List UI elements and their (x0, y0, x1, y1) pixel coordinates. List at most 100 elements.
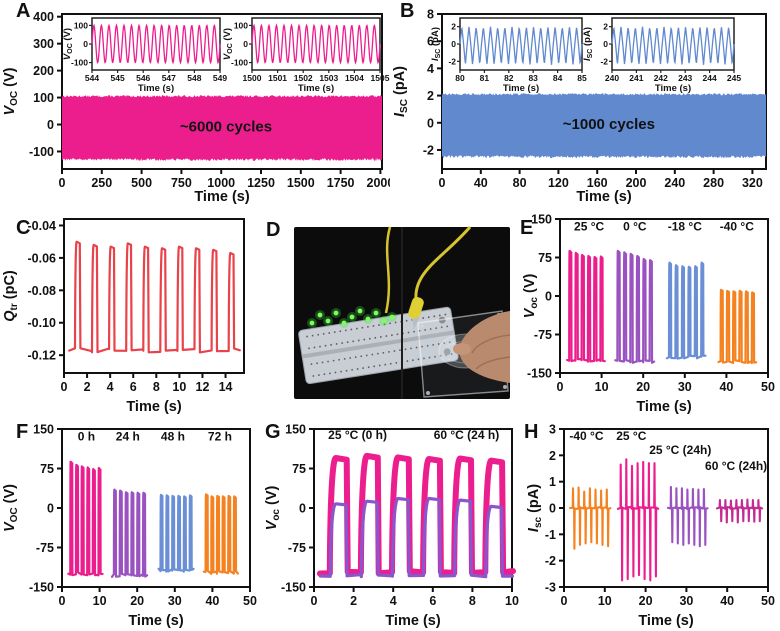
svg-text:750: 750 (171, 176, 192, 190)
svg-text:-75: -75 (288, 541, 306, 555)
svg-text:20: 20 (130, 594, 144, 608)
svg-text:1750: 1750 (327, 176, 355, 190)
svg-text:-0.06: -0.06 (28, 251, 57, 265)
panel-G-letter: G (265, 421, 281, 443)
panel-C-x-axis-title: Time (s) (126, 399, 182, 415)
panel-E-series-2: 0 °C (614, 219, 656, 364)
svg-text:1503: 1503 (319, 73, 338, 83)
panel-G-x-axis-title: Time (s) (385, 613, 441, 629)
svg-text:0: 0 (61, 380, 68, 394)
panel-F-group-label-3: 48 h (161, 430, 185, 444)
svg-text:82: 82 (504, 73, 514, 83)
panel-F-series-3: 48 h (157, 430, 195, 573)
svg-text:240: 240 (664, 176, 685, 190)
svg-text:1505: 1505 (371, 73, 390, 83)
panel-H-series-3: 25 °C (24h) (649, 443, 711, 548)
svg-text:3: 3 (549, 423, 556, 437)
panel-C-series-1 (68, 240, 241, 354)
panel-C: C 0 2 4 6 8 10 12 14 -0.04 -0.06 -0.08 -0.10 -0.12 Ti… (0, 207, 256, 417)
panel-E-y-axis-title: Voc (V) (522, 273, 540, 318)
svg-text:-2: -2 (423, 143, 434, 157)
jumper-wire-right (414, 226, 472, 300)
panel-B-inset-2: 2 0 -2 240 241 242 243 244 245 Time (s) ISC (pA) (582, 17, 741, 94)
svg-text:240: 240 (605, 73, 619, 83)
panel-G-series-1: 25 °C (0 h) (316, 428, 516, 577)
svg-text:280: 280 (703, 176, 724, 190)
svg-text:549: 549 (213, 73, 227, 83)
panel-F-group-label-4: 72 h (208, 430, 232, 444)
panel-D-letter: D (266, 219, 281, 241)
panel-C-letter: C (16, 217, 31, 239)
panel-F-series-4: 72 h (202, 430, 239, 575)
svg-text:85: 85 (577, 73, 587, 83)
svg-text:8: 8 (427, 8, 434, 22)
svg-text:81: 81 (480, 73, 490, 83)
svg-text:0: 0 (311, 594, 318, 608)
svg-text:40: 40 (720, 594, 734, 608)
panel-E-group-label-3: -18 °C (668, 219, 702, 233)
panel-A-chart: 0250500750100012501500175020004003002001… (2, 10, 390, 205)
svg-text:0: 0 (549, 502, 556, 516)
panel-D: D (256, 207, 520, 417)
svg-text:1000: 1000 (207, 176, 235, 190)
svg-text:ISC (pA): ISC (pA) (582, 27, 594, 61)
svg-text:-100: -100 (231, 58, 248, 68)
experiment-photo (294, 226, 511, 399)
svg-text:50: 50 (761, 380, 775, 394)
svg-text:75: 75 (538, 251, 552, 265)
svg-text:544: 544 (85, 73, 99, 83)
svg-text:547: 547 (162, 73, 176, 83)
svg-text:40: 40 (719, 380, 733, 394)
svg-text:-2: -2 (545, 554, 556, 568)
svg-text:546: 546 (136, 73, 150, 83)
panel-B-dense-cycles-band: ~1000 cycles (442, 93, 766, 159)
svg-text:10: 10 (172, 380, 186, 394)
svg-text:243: 243 (678, 73, 692, 83)
svg-text:0: 0 (47, 118, 54, 132)
svg-text:10: 10 (505, 594, 519, 608)
svg-text:-100: -100 (71, 58, 88, 68)
panel-G-series-2: 60 °C (24 h) (318, 428, 514, 579)
svg-text:1500: 1500 (287, 176, 315, 190)
panel-F: F 0 10 20 30 40 50 150 75 0 -75 -150 Time (s) VOC (V… (0, 417, 262, 631)
svg-text:75: 75 (40, 462, 54, 476)
svg-text:1250: 1250 (247, 176, 275, 190)
panel-H-letter: H (524, 421, 539, 443)
panel-H-x-axis-title: Time (s) (638, 613, 694, 629)
panel-H-group-label-2: 25 °C (616, 429, 646, 443)
panel-E-group-label-1: 25 °C (574, 219, 604, 233)
svg-text:6: 6 (130, 380, 137, 394)
panel-C-axes: 0 2 4 6 8 10 12 14 -0.04 -0.06 -0.08 -0.10 -0.12 Time… (2, 218, 245, 415)
panel-E-letter: E (520, 217, 534, 239)
svg-text:8: 8 (153, 380, 160, 394)
svg-text:500: 500 (131, 176, 152, 190)
panel-F-series-1: 0 h (67, 430, 104, 577)
svg-text:0: 0 (439, 176, 446, 190)
svg-text:14: 14 (219, 380, 233, 394)
svg-text:545: 545 (111, 73, 125, 83)
svg-text:0: 0 (47, 502, 54, 516)
alligator-clip (408, 296, 424, 329)
svg-text:0: 0 (557, 380, 564, 394)
svg-text:2: 2 (603, 22, 608, 32)
panel-E-axes: 0 10 20 30 40 50 150 75 0 -75 -150 Time (s) Voc (V) (522, 213, 775, 416)
panel-E-group-label-2: 0 °C (623, 219, 647, 233)
panel-H-group-label-1: -40 °C (569, 429, 603, 443)
svg-text:10: 10 (93, 594, 107, 608)
panel-E-chart: 0 10 20 30 40 50 150 75 0 -75 -150 Time (s) Voc (V) 2… (522, 213, 775, 416)
panel-A-inset-1: 100 0 -100 544 545 546 547 548 549 Time (s) VOC (V… (62, 17, 227, 94)
svg-text:244: 244 (703, 73, 717, 83)
panel-A-inset-2: 100 0 -100 1500 1501 1502 1503 1504 1505 Time (s)… (222, 17, 390, 94)
panel-H-y-axis-title: Isc (pA) (526, 484, 544, 532)
svg-text:-3: -3 (545, 581, 556, 595)
panel-F-group-label-2: 24 h (116, 430, 140, 444)
svg-text:242: 242 (654, 73, 668, 83)
panel-E-x-axis-title: Time (s) (636, 399, 692, 415)
svg-text:84: 84 (553, 73, 563, 83)
jumper-wire-left (384, 226, 392, 314)
panel-A-y-axis-title: VOC (V) (2, 67, 20, 115)
svg-text:-100: -100 (29, 145, 54, 159)
